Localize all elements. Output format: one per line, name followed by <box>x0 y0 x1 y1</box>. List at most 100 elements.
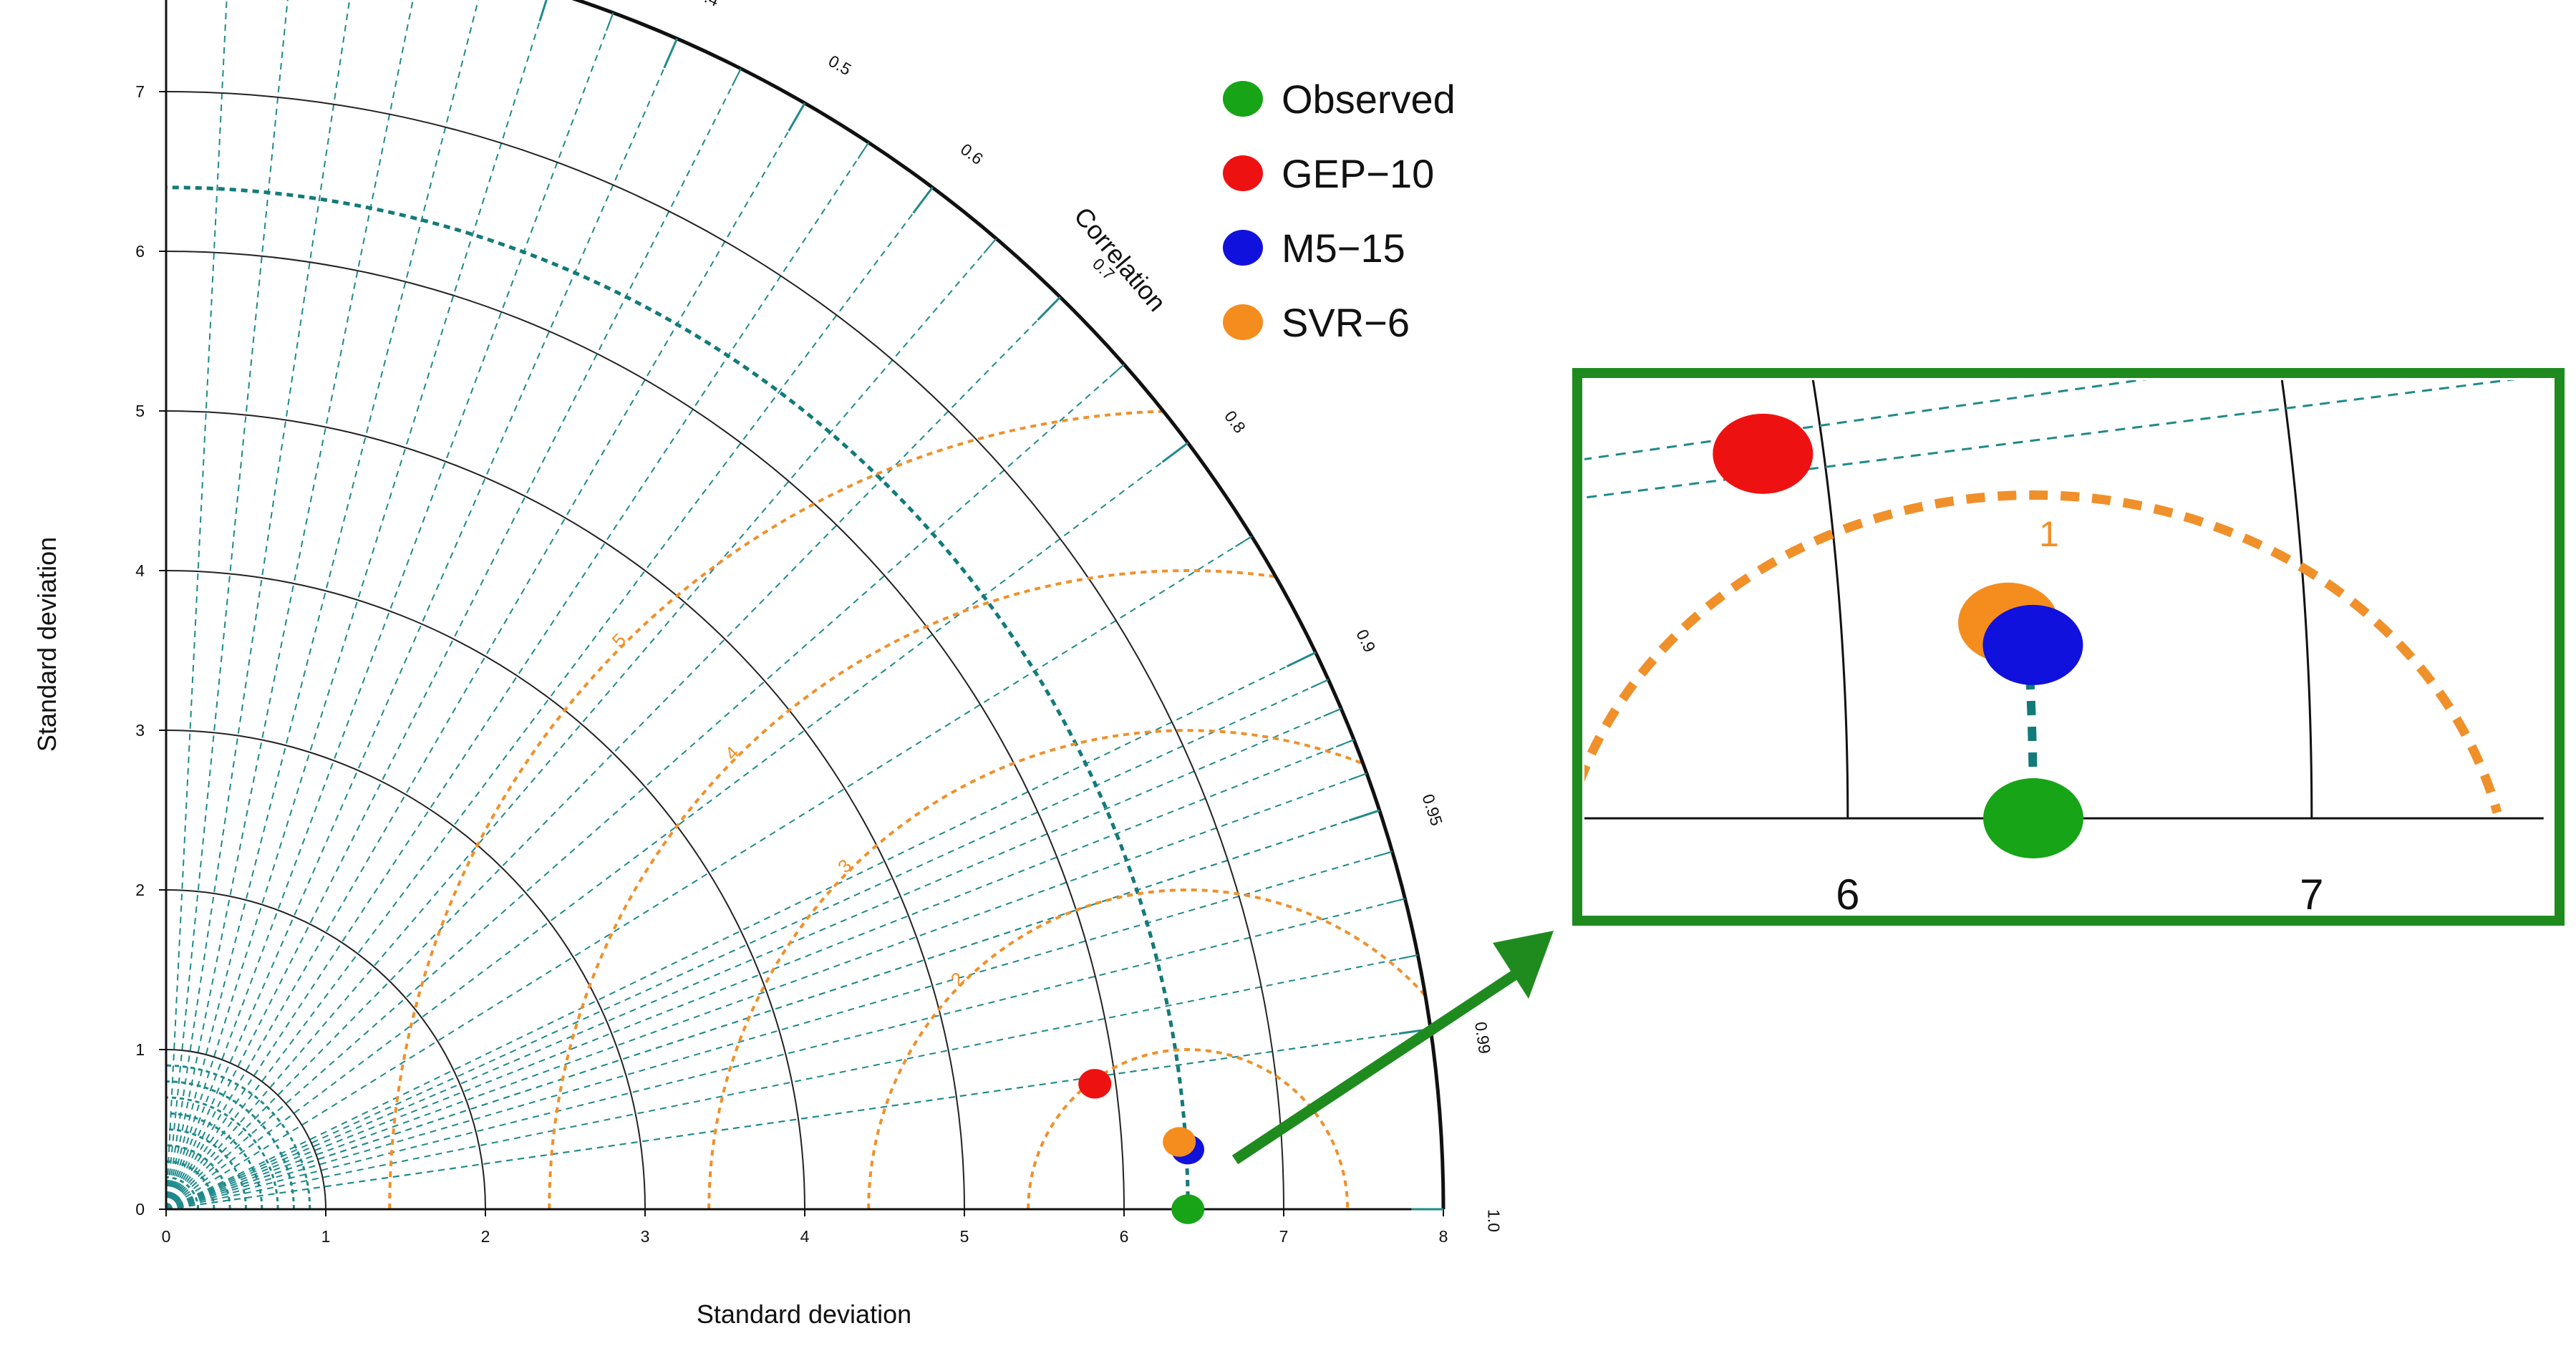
zoom-arrow-head <box>1493 931 1554 999</box>
inset-crmsd-label: 1 <box>2039 514 2059 554</box>
correlation-tick <box>1348 809 1380 822</box>
crmsd-contours <box>388 410 1443 1209</box>
correlation-tick <box>1161 442 1189 463</box>
std-arc <box>165 251 1125 1210</box>
inset-data-point <box>1982 604 2083 685</box>
inset-x-tick-label: 7 <box>2300 871 2323 919</box>
std-minor-arc <box>165 1064 311 1210</box>
legend-marker <box>1223 155 1263 191</box>
x-tick-label: 5 <box>960 1227 969 1246</box>
inset-std-arc <box>1811 380 1849 819</box>
legend: Observed GEP−10 M5−15 SVR−6 <box>1223 77 1456 345</box>
correlation-tick-label: 0.4 <box>694 0 722 10</box>
x-tick-label: 4 <box>800 1227 810 1246</box>
inset-correlation-line <box>1584 380 2147 460</box>
y-axis-title: Standard deviation <box>32 537 62 752</box>
y-tick-label: 0 <box>135 1200 145 1219</box>
inset-data-point <box>1983 778 2083 858</box>
correlation-minor-tick <box>1109 364 1125 378</box>
std-arc <box>165 410 965 1210</box>
inset-x-tick-label: 6 <box>1836 871 1859 919</box>
crmsd-contour <box>1027 1048 1350 1209</box>
legend-label: SVR−6 <box>1282 300 1410 345</box>
correlation-minor-tick <box>731 68 742 87</box>
correlation-minor-tick <box>857 142 870 159</box>
std-arc <box>165 1049 326 1210</box>
legend-marker <box>1223 304 1263 340</box>
std-minor-arc <box>165 1160 216 1210</box>
std-arc <box>165 730 646 1210</box>
std-minor-arc <box>165 1112 263 1210</box>
correlation-tick <box>663 38 678 69</box>
x-tick-label: 8 <box>1439 1227 1448 1246</box>
x-axis-title: Standard deviation <box>697 1299 911 1329</box>
correlation-tick <box>788 102 806 132</box>
y-tick-label: 4 <box>135 561 145 580</box>
data-point <box>1163 1127 1196 1157</box>
correlation-minor-tick <box>1373 851 1393 858</box>
x-tick-label: 1 <box>321 1227 331 1246</box>
correlation-tick-label: 0.95 <box>1418 792 1446 828</box>
zoom-arrow-line <box>1231 970 1518 1165</box>
legend-label: Observed <box>1282 77 1456 122</box>
legend-label: GEP−10 <box>1282 151 1434 196</box>
data-point <box>1171 1194 1205 1224</box>
correlation-gridline <box>165 0 228 1210</box>
data-point <box>1078 1069 1112 1099</box>
zoom-inset: 1 6 7 <box>1231 368 2565 1165</box>
inset-std-arc <box>2280 380 2313 819</box>
correlation-tick-label: 0.8 <box>1221 407 1249 437</box>
correlation-minor-tick <box>1310 679 1329 689</box>
y-tick-label: 6 <box>135 242 145 261</box>
correlation-minor-tick <box>1335 739 1355 748</box>
inset-data-point <box>1713 413 1814 494</box>
correlation-minor-tick <box>606 12 614 32</box>
x-tick-label: 2 <box>481 1227 490 1246</box>
std-minor-arc <box>165 1096 279 1210</box>
inset-crmsd-contour <box>1584 490 2502 814</box>
y-tick-label: 3 <box>135 721 145 740</box>
crmsd-label: 2 <box>946 968 969 990</box>
x-tick-label: 3 <box>641 1227 650 1246</box>
points-layer <box>1078 1069 1205 1224</box>
crmsd-label: 3 <box>833 855 856 877</box>
correlation-minor-tick <box>1323 707 1342 717</box>
correlation-tick <box>538 0 548 22</box>
y-tick-label: 1 <box>135 1040 145 1059</box>
correlation-axis-title: Correlation <box>1068 201 1172 316</box>
x-tick-label: 7 <box>1279 1227 1289 1246</box>
correlation-tick <box>1037 296 1061 321</box>
y-tick-label: 5 <box>135 402 145 420</box>
std-arc <box>165 91 1284 1210</box>
correlation-minor-tick <box>1235 536 1252 548</box>
outer-correlation-arc <box>571 0 1446 1210</box>
y-tick-label: 7 <box>135 82 145 101</box>
correlation-gridline <box>165 0 414 1210</box>
crmsd-contour <box>548 569 1443 1209</box>
crmsd-contour <box>707 729 1443 1209</box>
std-minor-arc <box>165 1128 247 1210</box>
y-tick-label: 2 <box>135 881 145 899</box>
inset-plot: 1 <box>1584 380 2544 858</box>
crmsd-label: 5 <box>608 629 630 651</box>
correlation-gridline <box>165 0 548 1210</box>
correlation-tick <box>912 186 934 214</box>
correlation-tick <box>1286 652 1317 668</box>
legend-marker <box>1223 230 1263 266</box>
correlation-minor-tick <box>1386 898 1405 904</box>
std-minor-arc <box>165 1176 200 1210</box>
correlation-minor-tick <box>983 238 997 254</box>
correlation-minor-tick <box>1348 772 1367 781</box>
x-tick-label: 0 <box>162 1227 171 1246</box>
correlation-tick-label: 0.6 <box>957 140 987 168</box>
correlation-tick-label: 0.99 <box>1471 1021 1494 1055</box>
correlation-gridline <box>165 0 289 1210</box>
correlation-minor-tick <box>1398 954 1418 960</box>
legend-label: M5−15 <box>1282 226 1405 271</box>
std-arc <box>165 570 805 1210</box>
x-tick-label: 6 <box>1120 1227 1129 1246</box>
std-minor-arc <box>165 1144 231 1210</box>
std-arc <box>165 889 486 1210</box>
